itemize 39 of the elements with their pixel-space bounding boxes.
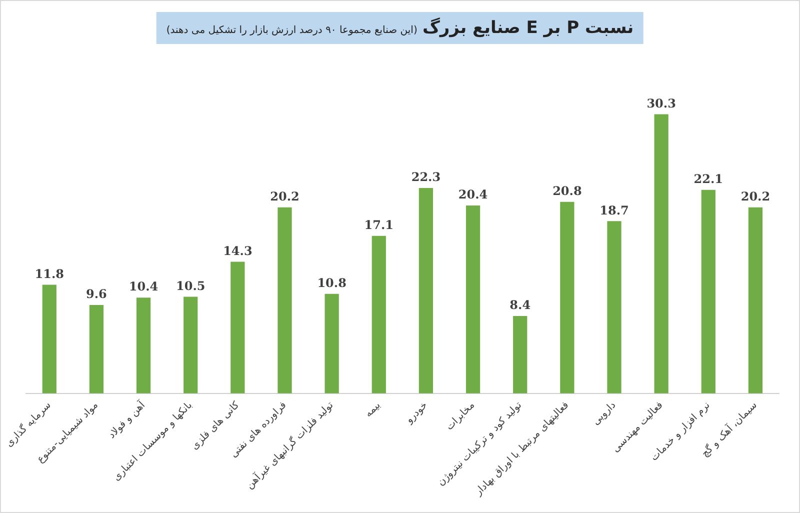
- data-label: 20.4: [458, 188, 488, 202]
- bar: [654, 114, 668, 394]
- x-tick-label: آهن و فولاد: [105, 398, 148, 441]
- x-tick-label: مخابرات: [444, 400, 477, 433]
- data-label: 20.2: [740, 189, 770, 204]
- bar: [136, 298, 151, 394]
- bar: [89, 304, 104, 394]
- bar: [278, 207, 292, 394]
- bar: [372, 236, 386, 394]
- bar: [42, 284, 56, 394]
- data-label: 30.3: [646, 96, 676, 110]
- data-label: 10.4: [128, 280, 158, 294]
- data-label: 8.4: [510, 298, 531, 312]
- data-label: 10.8: [317, 276, 346, 290]
- data-label: 10.5: [176, 278, 206, 293]
- x-tick-label: خودرو: [403, 400, 430, 426]
- data-label: 20.2: [270, 189, 300, 204]
- chart-title: نسبت P بر E صنایع بزرگ: [422, 18, 634, 38]
- x-tick-label: دارویی: [590, 400, 618, 428]
- data-label: 17.1: [364, 218, 394, 232]
- bar: [607, 221, 622, 394]
- bar: [230, 262, 245, 394]
- data-label: 9.6: [86, 287, 107, 302]
- data-label: 14.3: [223, 244, 252, 258]
- data-label: 22.1: [694, 172, 724, 186]
- bar: [748, 207, 763, 394]
- chart-subtitle: (این صنایع مجموعا ۹۰ درصد ارزش بازار را تشکیل می دهند): [166, 25, 418, 36]
- data-label: 22.3: [411, 170, 441, 184]
- data-label: 11.8: [34, 266, 64, 281]
- bar: [701, 190, 716, 394]
- bar: [418, 188, 434, 394]
- bar: [184, 296, 198, 394]
- bar: [324, 294, 339, 394]
- bar: [560, 202, 574, 394]
- data-label: 18.7: [600, 203, 629, 218]
- bar: [466, 206, 480, 394]
- x-tick-label: بیمه: [363, 400, 383, 420]
- data-label: 20.8: [552, 184, 582, 198]
- bar: [513, 316, 528, 394]
